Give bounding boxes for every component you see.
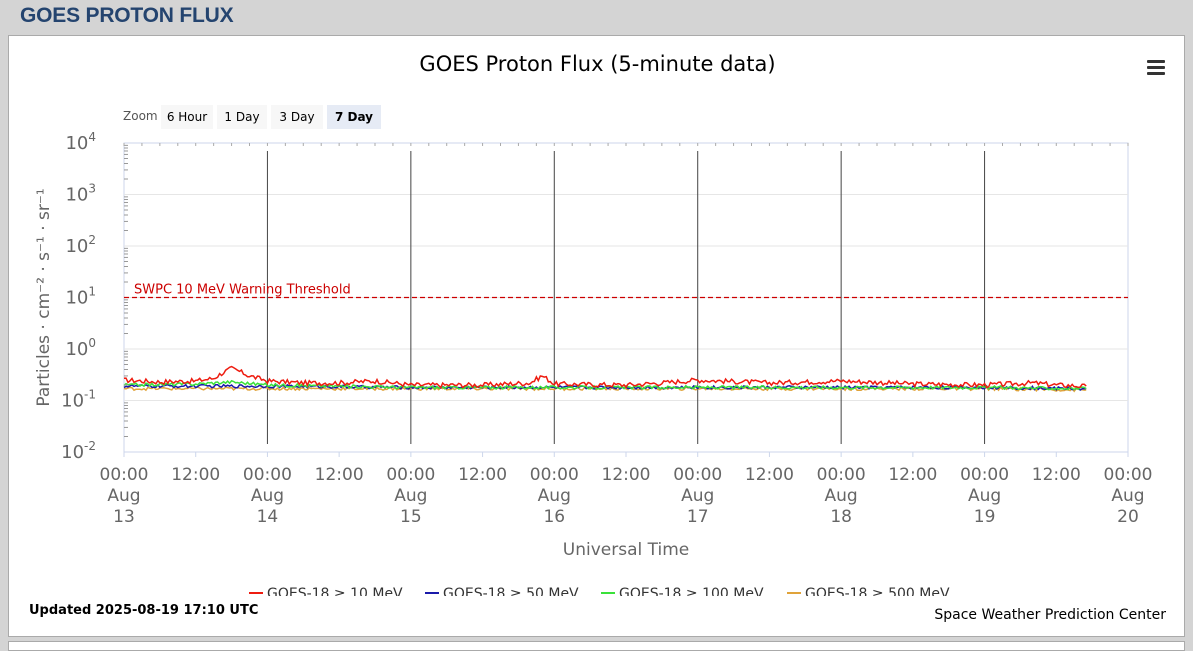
x-tick-month: Aug — [968, 486, 1001, 506]
x-tick-label: 12:00 — [171, 465, 220, 485]
x-tick-day: 14 — [257, 507, 279, 527]
x-tick-label: 12:00 — [1032, 465, 1081, 485]
y-tick-label: 10-1 — [61, 388, 96, 412]
bottom-panel-edge — [8, 641, 1185, 651]
legend-label: GOES-18 ≥ 50 MeV — [443, 586, 579, 596]
x-tick-label: 00:00 — [243, 465, 292, 485]
x-tick-label: 12:00 — [888, 465, 937, 485]
x-tick-label: 00:00 — [960, 465, 1009, 485]
y-tick-label: 103 — [65, 182, 96, 206]
legend-label: GOES-18 ≥ 10 MeV — [267, 586, 403, 596]
y-tick-label: 104 — [65, 130, 96, 154]
y-tick-label: 101 — [65, 285, 96, 309]
zoom-label: Zoom — [123, 109, 158, 123]
x-tick-day: 19 — [974, 507, 996, 527]
x-tick-month: Aug — [1111, 486, 1144, 506]
legend-label: GOES-18 ≥ 100 MeV — [619, 586, 764, 596]
x-tick-month: Aug — [251, 486, 284, 506]
chart-panel: GOES Proton Flux (5-minute data) Zoom 6 … — [8, 35, 1185, 637]
x-tick-label: 12:00 — [745, 465, 794, 485]
x-tick-month: Aug — [681, 486, 714, 506]
y-tick-label: 100 — [65, 336, 96, 360]
chart-title: GOES Proton Flux (5-minute data) — [419, 52, 776, 76]
legend-item[interactable]: GOES-18 ≥ 100 MeV — [601, 586, 764, 596]
x-tick-month: Aug — [538, 486, 571, 506]
x-tick-label: 00:00 — [530, 465, 579, 485]
x-tick-month: Aug — [825, 486, 858, 506]
x-tick-label: 00:00 — [1104, 465, 1153, 485]
zoom-1-day-button[interactable]: 1 Day — [217, 105, 267, 129]
x-tick-day: 16 — [543, 507, 565, 527]
x-tick-day: 20 — [1117, 507, 1139, 527]
legend-item[interactable]: GOES-18 ≥ 500 MeV — [787, 586, 950, 596]
threshold-label: SWPC 10 MeV Warning Threshold — [134, 283, 351, 298]
x-tick-label: 12:00 — [315, 465, 364, 485]
x-axis-title: Universal Time — [563, 540, 689, 560]
x-tick-label: 00:00 — [673, 465, 722, 485]
x-tick-day: 15 — [400, 507, 422, 527]
series-line — [123, 379, 1087, 391]
y-tick-label: 102 — [65, 233, 96, 257]
x-tick-month: Aug — [107, 486, 140, 506]
page-title: GOES PROTON FLUX — [20, 4, 234, 27]
x-tick-day: 18 — [830, 507, 852, 527]
x-tick-month: Aug — [394, 486, 427, 506]
series-line — [123, 365, 1087, 389]
x-tick-day: 17 — [687, 507, 709, 527]
zoom-7-day-button[interactable]: 7 Day — [327, 105, 381, 129]
legend-label: GOES-18 ≥ 500 MeV — [805, 586, 950, 596]
x-tick-label: 00:00 — [386, 465, 435, 485]
legend-item[interactable]: GOES-18 ≥ 10 MeV — [249, 586, 403, 596]
x-tick-day: 13 — [113, 507, 135, 527]
credit-text: Space Weather Prediction Center — [934, 607, 1166, 623]
zoom-3-day-button[interactable]: 3 Day — [271, 105, 323, 129]
x-tick-label: 12:00 — [458, 465, 507, 485]
legend-item[interactable]: GOES-18 ≥ 50 MeV — [425, 586, 579, 596]
proton-flux-chart: SWPC 10 MeV Warning Threshold 104 103 102 1… — [34, 130, 1153, 596]
x-tick-label: 00:00 — [817, 465, 866, 485]
zoom-6-hour-button[interactable]: 6 Hour — [161, 105, 213, 129]
hamburger-menu-icon[interactable] — [1147, 60, 1165, 76]
x-tick-label: 00:00 — [100, 465, 149, 485]
y-axis-title: Particles · cm⁻² · s⁻¹ · sr⁻¹ — [34, 188, 54, 406]
x-tick-label: 12:00 — [602, 465, 651, 485]
updated-timestamp: Updated 2025-08-19 17:10 UTC — [29, 603, 259, 618]
y-tick-label: 10-2 — [61, 439, 96, 463]
